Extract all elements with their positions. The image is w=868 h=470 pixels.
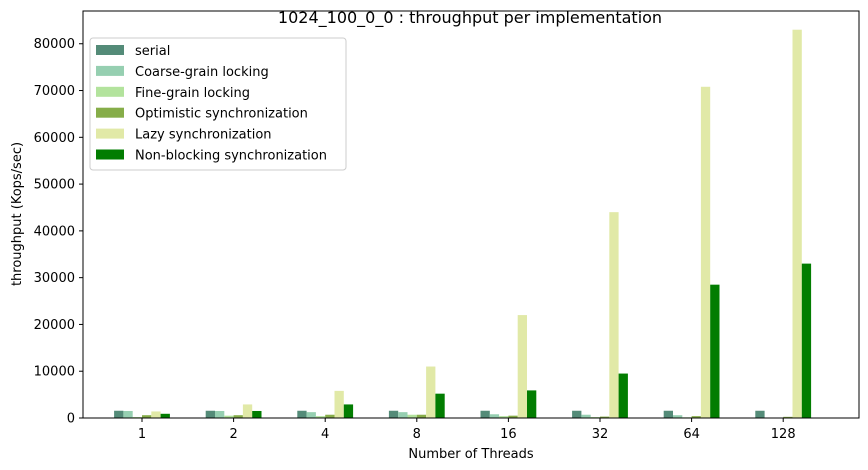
legend-swatch-1 <box>96 65 124 76</box>
bar-3-4 <box>508 415 518 418</box>
legend-swatch-4 <box>96 128 124 139</box>
bar-1-6 <box>673 415 683 418</box>
x-tick-label: 32 <box>592 427 609 442</box>
legend-swatch-3 <box>96 107 124 118</box>
x-tick-label: 16 <box>500 427 517 442</box>
bar-1-0 <box>123 410 133 418</box>
x-tick-label: 2 <box>229 427 237 442</box>
bar-3-6 <box>691 416 701 418</box>
x-tick-label: 1 <box>138 427 146 442</box>
y-tick-label: 0 <box>67 412 75 427</box>
x-tick-label: 4 <box>321 427 329 442</box>
bar-0-4 <box>480 410 490 418</box>
y-tick-label: 10000 <box>34 365 75 380</box>
y-tick-label: 60000 <box>34 131 75 146</box>
bar-5-6 <box>710 284 720 418</box>
bar-5-4 <box>527 390 537 418</box>
bar-0-5 <box>572 410 582 418</box>
bar-1-1 <box>215 410 225 418</box>
bar-1-5 <box>581 414 591 418</box>
bar-4-3 <box>426 366 436 418</box>
y-axis: 0 10000 20000 30000 40000 50000 60000 70000 8000… <box>34 37 83 427</box>
bars-group <box>114 29 812 419</box>
bar-5-3 <box>435 393 445 418</box>
legend-swatch-0 <box>96 45 124 55</box>
legend-label-0: serial <box>135 44 170 59</box>
y-tick-label: 50000 <box>34 178 75 193</box>
y-axis-title: throughput (Kops/sec) <box>10 142 25 286</box>
chart-title: 1024_100_0_0 : throughput per implementa… <box>278 8 662 28</box>
bar-1-4 <box>489 414 500 418</box>
x-tick-label: 8 <box>413 427 421 442</box>
bar-3-3 <box>416 414 427 418</box>
legend-label-2: Fine-grain locking <box>135 86 250 101</box>
y-tick-label: 30000 <box>34 271 75 286</box>
bar-4-1 <box>242 404 253 418</box>
bar-2-2 <box>315 416 326 418</box>
bar-5-1 <box>252 410 262 418</box>
y-tick-label: 80000 <box>34 37 75 52</box>
bar-3-1 <box>233 415 243 418</box>
legend-box <box>89 37 347 171</box>
legend-label-4: Lazy synchronization <box>135 128 272 143</box>
bar-2-3 <box>407 414 417 418</box>
legend: serial Coarse-grain locking Fine-grain loc… <box>89 37 347 171</box>
bar-5-7 <box>801 263 812 418</box>
bar-5-5 <box>618 373 628 418</box>
y-tick-label: 70000 <box>34 84 75 99</box>
plot-frame <box>82 10 860 419</box>
bar-4-6 <box>700 86 711 418</box>
bar-3-2 <box>325 414 335 418</box>
bar-2-1 <box>224 415 234 418</box>
y-tick-label: 20000 <box>34 318 75 333</box>
bar-0-6 <box>663 410 673 418</box>
bar-4-4 <box>517 315 527 418</box>
bar-0-0 <box>114 410 124 418</box>
x-tick-label: 64 <box>683 427 700 442</box>
legend-label-5: Non-blocking synchronization <box>135 149 327 164</box>
x-axis: 1 2 4 8 16 32 64 128 <box>138 418 796 442</box>
legend-swatch-5 <box>96 149 124 160</box>
bar-0-2 <box>297 410 307 418</box>
bar-5-2 <box>343 404 354 418</box>
bar-1-3 <box>398 412 408 418</box>
bar-0-1 <box>205 410 215 418</box>
bar-3-0 <box>142 415 152 418</box>
legend-swatch-2 <box>96 86 124 97</box>
bar-3-7 <box>783 416 793 418</box>
legend-label-3: Optimistic synchronization <box>135 107 308 122</box>
x-tick-label: 128 <box>771 427 796 442</box>
bar-0-7 <box>755 410 765 418</box>
bar-2-4 <box>499 416 509 418</box>
bar-4-5 <box>609 212 619 418</box>
legend-label-1: Coarse-grain locking <box>135 65 269 80</box>
bar-5-0 <box>160 413 170 418</box>
bar-3-5 <box>600 416 610 418</box>
y-tick-label: 40000 <box>34 224 75 239</box>
x-axis-title: Number of Threads <box>408 447 533 462</box>
bar-4-2 <box>334 390 344 418</box>
bar-1-2 <box>306 412 316 418</box>
bar-4-7 <box>792 29 802 419</box>
bar-4-0 <box>151 411 161 418</box>
bar-0-3 <box>388 410 399 418</box>
